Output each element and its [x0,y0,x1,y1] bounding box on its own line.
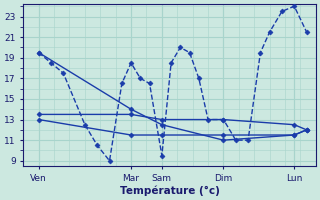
X-axis label: Température (°c): Température (°c) [120,185,220,196]
